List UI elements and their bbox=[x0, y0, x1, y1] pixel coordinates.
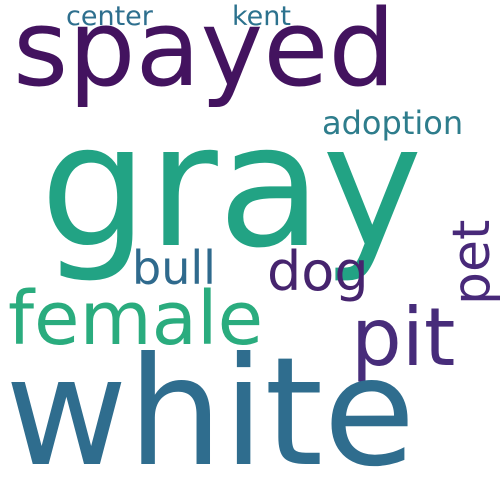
word-adoption: adoption bbox=[322, 104, 464, 142]
word-kent: kent bbox=[232, 1, 291, 32]
word-female: female bbox=[8, 276, 264, 362]
word-bull: bull bbox=[132, 241, 216, 295]
word-gray: gray bbox=[40, 88, 423, 286]
word-spayed: spayed bbox=[13, 0, 396, 110]
word-white: white bbox=[5, 326, 416, 500]
word-center: center bbox=[66, 1, 153, 32]
word-pit: pit bbox=[351, 291, 456, 384]
word-dog: dog bbox=[267, 240, 369, 303]
